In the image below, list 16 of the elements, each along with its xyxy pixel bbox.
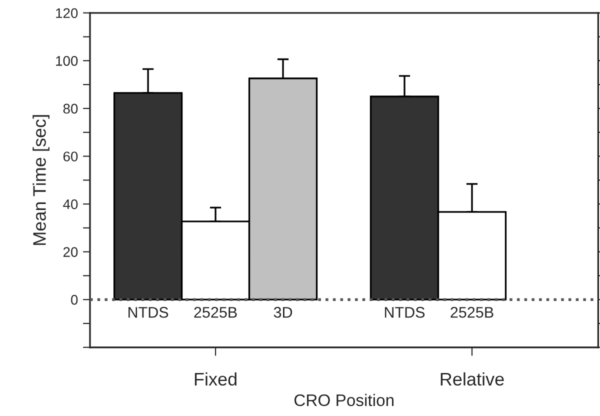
- x-tick-label: 2525B: [194, 306, 237, 318]
- x-tick-label: NTDS: [384, 306, 425, 318]
- y-tick-label: 120: [56, 8, 78, 18]
- y-tick-label: 60: [63, 152, 78, 162]
- x-axis-title: CRO Position: [294, 394, 394, 406]
- y-tick-label: 0: [71, 294, 78, 305]
- x-tick-label: 3D: [274, 306, 292, 318]
- y-tick-label: 100: [56, 56, 78, 66]
- x-tick-label: NTDS: [128, 306, 168, 318]
- y-axis-title: Mean Time [sec]: [32, 115, 50, 245]
- y-tick-label: 20: [63, 247, 78, 257]
- text: Relative: [440, 372, 504, 386]
- y-tick-label: 40: [63, 199, 78, 210]
- y-tick-label: 80: [63, 104, 78, 114]
- text: Fixed: [194, 372, 236, 386]
- x-tick-label: 2525B: [450, 306, 494, 318]
